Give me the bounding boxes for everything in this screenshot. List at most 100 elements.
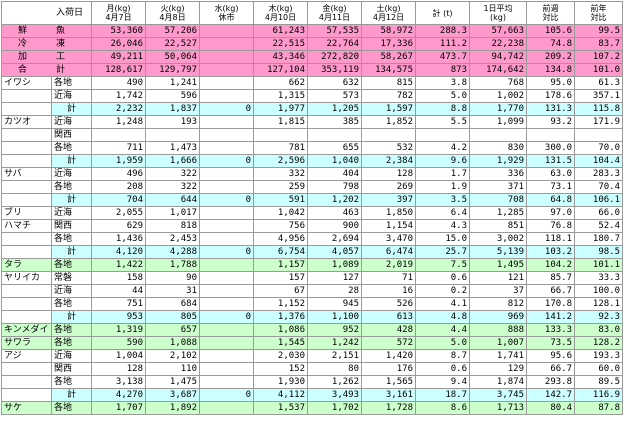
- value-cell: 1,040: [307, 154, 363, 168]
- value-cell: 629: [91, 219, 147, 233]
- value-cell: 3.5: [415, 193, 471, 207]
- fish-name-cell: サワラ: [1, 336, 52, 350]
- summary-cell: 57,206: [145, 24, 201, 38]
- value-cell: 768: [469, 76, 528, 90]
- value-cell: 193: [145, 115, 201, 129]
- value-cell: 193.3: [574, 349, 624, 363]
- value-cell: 44: [91, 284, 147, 298]
- value-cell: 336: [469, 167, 528, 181]
- value-cell: 781: [253, 141, 309, 155]
- value-cell: 104.4: [574, 154, 624, 168]
- value-cell: [199, 89, 255, 103]
- summary-cell: 83.7: [574, 37, 624, 51]
- value-cell: 0: [199, 102, 255, 116]
- value-cell: 128.1: [574, 297, 624, 311]
- summary-cell: 61,243: [253, 24, 309, 38]
- summary-cell: 128,617: [91, 63, 147, 77]
- value-cell: 95.0: [526, 76, 576, 90]
- value-cell: [361, 128, 417, 142]
- value-cell: 52.4: [574, 219, 624, 233]
- value-cell: 496: [91, 167, 147, 181]
- value-cell: 404: [307, 167, 363, 181]
- value-cell: 1,597: [361, 102, 417, 116]
- value-cell: 805: [145, 310, 201, 324]
- value-cell: 157: [253, 271, 309, 285]
- region-cell: 各地: [50, 141, 93, 155]
- table-row: 各地 711 1,473 781 655 532 4.2 830 300.0 70.0: [1, 141, 624, 155]
- value-cell: 98.5: [574, 245, 624, 259]
- value-cell: [574, 128, 624, 142]
- value-cell: 1,099: [469, 115, 528, 129]
- col-header-prev-year: 前年 対比: [574, 1, 624, 25]
- table-row: ブリ 近海 2,055 1,017 1,042 463 1,850 6.4 1,285 97.0 6…: [1, 206, 624, 220]
- value-cell: 332: [253, 167, 309, 181]
- col-header-fri: 金(kg) 4月11日: [307, 1, 363, 25]
- value-cell: 4,956: [253, 232, 309, 246]
- value-cell: 1,852: [361, 115, 417, 129]
- value-cell: 87.8: [574, 401, 624, 415]
- value-cell: 1,850: [361, 206, 417, 220]
- value-cell: 171.9: [574, 115, 624, 129]
- summary-cell: 43,346: [253, 50, 309, 64]
- value-cell: 89.5: [574, 375, 624, 389]
- value-cell: 300.0: [526, 141, 576, 155]
- region-cell: 近海: [50, 89, 93, 103]
- value-cell: 116.9: [574, 388, 624, 402]
- value-cell: [199, 401, 255, 415]
- value-cell: 37: [469, 284, 528, 298]
- value-cell: 1,788: [145, 258, 201, 272]
- value-cell: 141.2: [526, 310, 576, 324]
- table-row: ハマチ 関西 629 818 756 900 1,154 4.3 851 76.8 52.4: [1, 219, 624, 233]
- value-cell: 1,495: [469, 258, 528, 272]
- table-row: 各地 3,138 1,475 1,930 1,262 1,565 9.4 1,874 293.8…: [1, 375, 624, 389]
- value-cell: 142.7: [526, 388, 576, 402]
- value-cell: 129: [469, 362, 528, 376]
- value-cell: 70.0: [574, 141, 624, 155]
- col-header-thu: 木(kg) 4月10日: [253, 1, 309, 25]
- summary-cell: 22,764: [307, 37, 363, 51]
- value-cell: 952: [307, 323, 363, 337]
- value-cell: 1,728: [361, 401, 417, 415]
- value-cell: 1,537: [253, 401, 309, 415]
- fish-name-cell: [1, 232, 52, 246]
- value-cell: 632: [307, 76, 363, 90]
- region-cell: 常磐: [50, 271, 93, 285]
- value-cell: 1,242: [307, 336, 363, 350]
- value-cell: 80: [307, 362, 363, 376]
- value-cell: 3,138: [91, 375, 147, 389]
- value-cell: 0: [199, 388, 255, 402]
- value-cell: 28: [307, 284, 363, 298]
- region-cell: 近海: [50, 284, 93, 298]
- value-cell: 1,837: [145, 102, 201, 116]
- table-row: サケ 各地 1,707 1,892 1,537 1,702 1,728 8.6 1,713 80.…: [1, 401, 624, 415]
- region-cell: 各地: [50, 232, 93, 246]
- value-cell: 2,019: [361, 258, 417, 272]
- value-cell: 1,376: [253, 310, 309, 324]
- value-cell: 16: [361, 284, 417, 298]
- subtotal-row: 計 4,270 3,687 0 4,112 3,493 3,161 18.7 3,745 142.…: [1, 388, 624, 402]
- summary-cell: [199, 37, 255, 51]
- value-cell: 1,929: [469, 154, 528, 168]
- value-cell: 596: [145, 89, 201, 103]
- value-cell: 969: [469, 310, 528, 324]
- value-cell: 463: [307, 206, 363, 220]
- value-cell: 1,565: [361, 375, 417, 389]
- value-cell: 322: [145, 180, 201, 194]
- summary-cell: 50,064: [145, 50, 201, 64]
- value-cell: 103.2: [526, 245, 576, 259]
- value-cell: [199, 141, 255, 155]
- value-cell: 1,262: [307, 375, 363, 389]
- summary-cell: 74.8: [526, 37, 576, 51]
- value-cell: 851: [469, 219, 528, 233]
- value-cell: 613: [361, 310, 417, 324]
- subtotal-row: 計 4,120 4,288 0 6,754 4,057 6,474 25.7 5,139 103.…: [1, 245, 624, 259]
- value-cell: 0.6: [415, 271, 471, 285]
- value-cell: 4.4: [415, 323, 471, 337]
- value-cell: 4,112: [253, 388, 309, 402]
- value-cell: 66.7: [526, 284, 576, 298]
- fish-name-cell: カツオ: [1, 115, 52, 129]
- table-row: アジ 近海 1,004 2,102 2,030 2,151 1,420 8.7 1,741 95.…: [1, 349, 624, 363]
- value-cell: 1,157: [253, 258, 309, 272]
- col-header-prev-week: 前週 対比: [526, 1, 576, 25]
- value-cell: 1,154: [361, 219, 417, 233]
